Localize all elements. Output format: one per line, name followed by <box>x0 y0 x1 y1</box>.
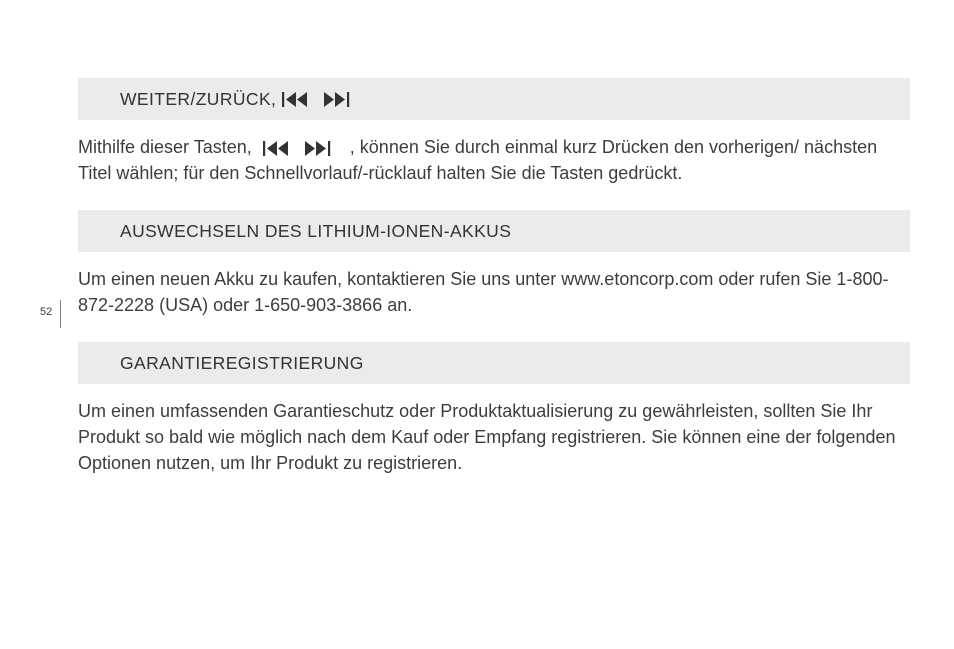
skip-back-icon <box>282 92 314 107</box>
section-body-warranty: Um einen umfassenden Garantieschutz oder… <box>78 384 910 500</box>
skip-icons-body <box>263 141 337 156</box>
section-heading-warranty: GARANTIEREGISTRIERUNG <box>78 342 910 384</box>
section-body-battery: Um einen neuen Akku zu kaufen, kontaktie… <box>78 252 910 342</box>
page-content: WEITER/ZURÜCK, Mithilfe dieser Tasten, <box>78 78 910 500</box>
section-heading-text: AUSWECHSELN DES LITHIUM-IONEN-AKKUS <box>120 221 511 242</box>
skip-forward-icon <box>305 141 337 156</box>
body-text-pre: Mithilfe dieser Tasten, <box>78 137 252 157</box>
section-heading-battery: AUSWECHSELN DES LITHIUM-IONEN-AKKUS <box>78 210 910 252</box>
section-body-skip: Mithilfe dieser Tasten, , können Sie dur… <box>78 120 910 210</box>
skip-back-icon <box>263 141 295 156</box>
page-number-rule <box>60 300 61 328</box>
manual-page: 52 WEITER/ZURÜCK, Mithilfe dieser Tasten… <box>0 0 954 649</box>
page-number: 52 <box>40 306 52 318</box>
section-heading-skip: WEITER/ZURÜCK, <box>78 78 910 120</box>
section-heading-text: GARANTIEREGISTRIERUNG <box>120 353 364 374</box>
skip-icons-heading <box>282 92 356 107</box>
skip-forward-icon <box>324 92 356 107</box>
section-heading-text: WEITER/ZURÜCK, <box>120 89 276 110</box>
